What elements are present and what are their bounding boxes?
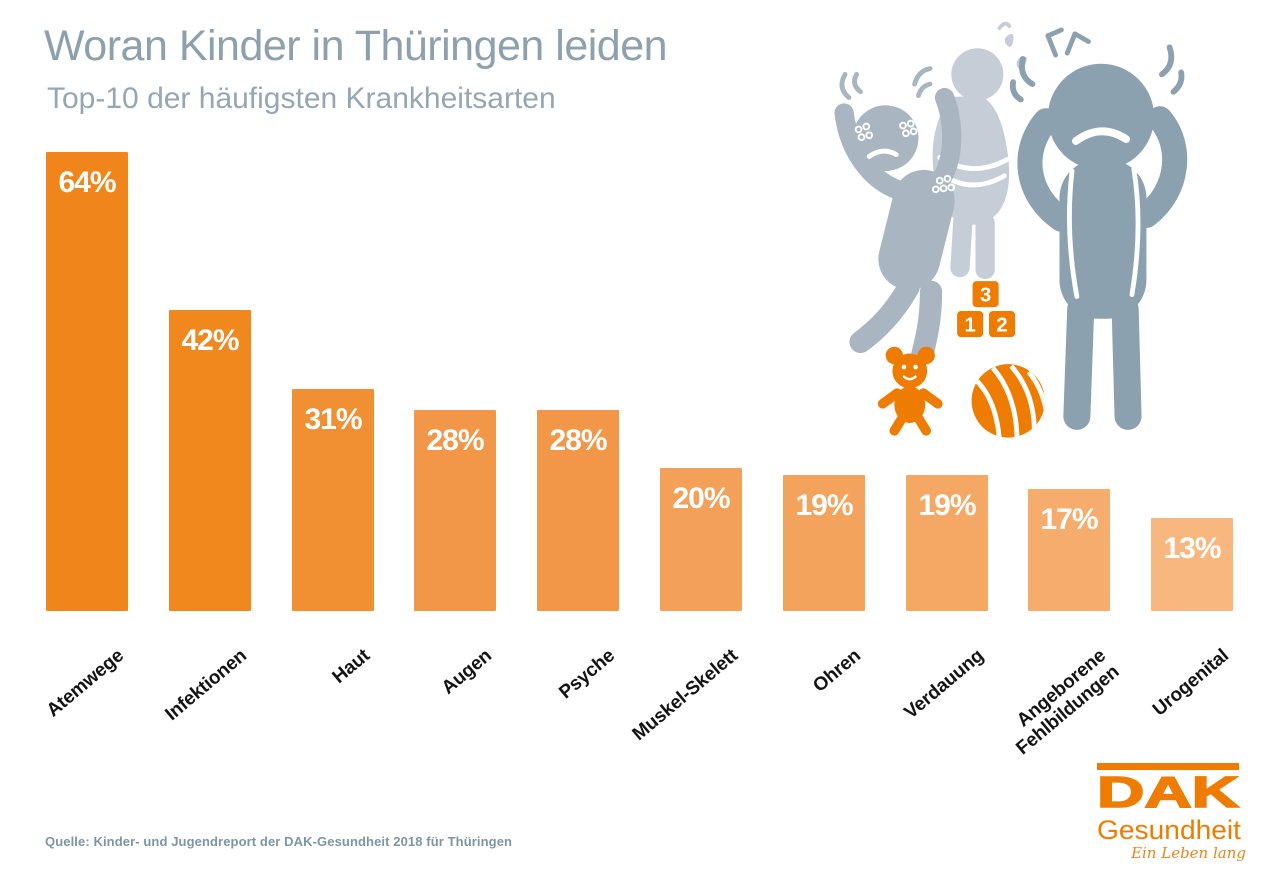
child-covering-ears-icon [1009, 27, 1188, 430]
bar-ohren: 19% [783, 475, 865, 611]
striped-ball-icon [971, 364, 1045, 438]
children-illustration: 3 1 2 [834, 21, 1188, 438]
bar-value-label: 19% [795, 489, 853, 522]
source-note: Quelle: Kinder- und Jugendreport der DAK… [45, 834, 513, 849]
bar-atemwege: 64% [46, 152, 128, 611]
number-blocks-icon: 3 1 2 [957, 281, 1016, 338]
teddy-bear-icon [877, 346, 943, 436]
bar-muskel-skelett: 20% [660, 468, 742, 611]
child-with-rash-icon [834, 66, 962, 366]
block-number-2: 2 [996, 314, 1007, 336]
bar-value-label: 28% [549, 424, 607, 457]
bar-verdauung: 19% [906, 475, 988, 611]
logo-top-bar [1097, 763, 1239, 770]
logo-sub: Gesundheit [1097, 815, 1242, 845]
bar-urogenital: 13% [1151, 518, 1233, 611]
bar-value-label: 13% [1163, 532, 1221, 565]
block-number-3: 3 [980, 284, 991, 306]
page-title: Woran Kinder in Thüringen leiden [44, 22, 668, 70]
bar-haut: 31% [292, 389, 374, 611]
bar-value-label: 28% [426, 424, 484, 457]
logo-tagline: Ein Leben lang [1130, 844, 1246, 862]
bar-psyche: 28% [537, 410, 619, 611]
bar-value-label: 64% [58, 166, 116, 199]
dak-gesundheit-logo: DAK Gesundheit Ein Leben lang [1096, 763, 1246, 862]
block-number-1: 1 [964, 314, 975, 336]
anger-mark-icon [1045, 27, 1091, 58]
bar-value-label: 19% [918, 489, 976, 522]
bar-value-label: 31% [304, 403, 362, 436]
logo-brand: DAK [1097, 768, 1239, 817]
bar-augen: 28% [414, 410, 496, 611]
page-subtitle: Top-10 der häufigsten Krankheitsarten [47, 82, 556, 115]
bar-infektionen: 42% [169, 310, 251, 611]
bar-value-label: 17% [1040, 503, 1098, 536]
bar-angeborene-fehlbildungen: 17% [1028, 489, 1110, 611]
bar-value-label: 20% [672, 482, 730, 515]
bar-value-label: 42% [181, 324, 239, 357]
